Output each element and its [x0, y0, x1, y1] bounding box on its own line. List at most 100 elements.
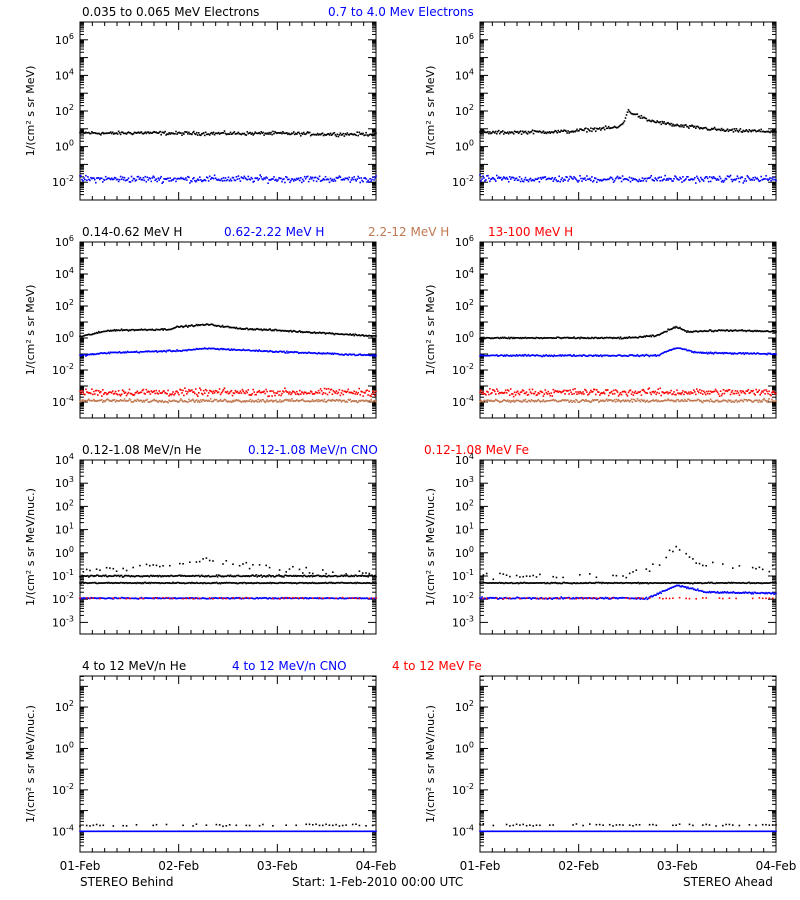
- y-tick-label: 10-3: [52, 614, 74, 629]
- data-point: [316, 332, 319, 334]
- data-point: [343, 333, 346, 336]
- data-point: [556, 131, 558, 134]
- data-point: [592, 398, 594, 401]
- data-point: [707, 399, 710, 402]
- data-point: [484, 354, 486, 357]
- data-point: [541, 176, 544, 179]
- data-point: [739, 390, 742, 392]
- data-point: [561, 399, 563, 401]
- data-point: [540, 178, 543, 180]
- data-point: [542, 395, 545, 397]
- data-point: [80, 335, 82, 337]
- data-point: [220, 325, 223, 328]
- data-point: [119, 352, 122, 354]
- data-point: [164, 178, 166, 180]
- data-point: [726, 128, 729, 130]
- data-point: [772, 353, 774, 355]
- data-point: [340, 392, 343, 394]
- data-point: [185, 177, 187, 179]
- data-point: [138, 328, 141, 331]
- data-point: [121, 399, 124, 402]
- data-point: [609, 127, 612, 129]
- data-point: [235, 326, 238, 329]
- data-points-ahead: [479, 325, 777, 404]
- data-point: [316, 400, 319, 403]
- data-point: [153, 398, 155, 401]
- data-point: [163, 178, 165, 180]
- data-point: [741, 390, 744, 392]
- data-point: [115, 178, 118, 181]
- data-point: [710, 176, 713, 179]
- data-point: [528, 388, 531, 391]
- data-point: [180, 389, 182, 391]
- data-point: [594, 336, 596, 339]
- data-point: [729, 329, 732, 331]
- data-point: [636, 180, 639, 182]
- data-point: [607, 125, 610, 128]
- data-point: [751, 129, 753, 132]
- data-point: [689, 349, 691, 352]
- data-point: [488, 393, 490, 396]
- data-point: [641, 117, 644, 119]
- data-point: [767, 392, 769, 395]
- data-point: [738, 394, 741, 396]
- data-point: [250, 350, 253, 352]
- data-point: [298, 177, 300, 180]
- data-point: [491, 354, 493, 357]
- data-point: [242, 400, 245, 403]
- data-point: [539, 176, 542, 179]
- data-point: [709, 390, 712, 393]
- data-point: [507, 180, 510, 183]
- data-point: [493, 337, 495, 339]
- data-point: [526, 354, 529, 357]
- data-point: [254, 177, 256, 179]
- data-point: [734, 329, 737, 331]
- data-point: [706, 400, 709, 402]
- data-point: [334, 400, 337, 402]
- data-point: [705, 399, 708, 402]
- data-point: [169, 393, 171, 395]
- data-point: [547, 390, 550, 393]
- data-point: [123, 329, 126, 331]
- data-point: [507, 336, 510, 339]
- data-point: [541, 391, 544, 394]
- data-point: [133, 329, 136, 332]
- data-point: [742, 330, 745, 332]
- data-point: [601, 392, 603, 394]
- data-point: [82, 581, 84, 584]
- data-point: [100, 391, 102, 393]
- data-point: [668, 349, 670, 352]
- data-point: [765, 175, 767, 177]
- data-point: [614, 337, 617, 339]
- data-point: [246, 131, 249, 133]
- data-point: [729, 399, 732, 402]
- data-point: [178, 177, 180, 180]
- data-point: [714, 177, 717, 180]
- data-point: [141, 401, 144, 403]
- data-point: [563, 336, 565, 339]
- data-point: [747, 389, 750, 391]
- data-point: [681, 181, 683, 183]
- data-point: [620, 180, 623, 183]
- data-point: [109, 329, 112, 332]
- data-point: [679, 176, 681, 179]
- data-point: [278, 394, 280, 396]
- data-point: [299, 330, 301, 332]
- data-point: [259, 328, 261, 331]
- data-point: [514, 400, 517, 402]
- data-point: [601, 180, 603, 182]
- data-point: [539, 337, 542, 339]
- data-point: [501, 354, 503, 356]
- data-point: [648, 400, 651, 403]
- data-point: [500, 392, 502, 394]
- data-point: [674, 124, 676, 126]
- data-point: [158, 399, 160, 402]
- data-point: [640, 336, 643, 338]
- data-point: [486, 390, 488, 393]
- data-point: [189, 390, 191, 392]
- data-point: [295, 351, 297, 353]
- data-point: [160, 328, 162, 330]
- data-point: [775, 399, 777, 402]
- data-point: [748, 353, 751, 355]
- data-point: [135, 400, 138, 403]
